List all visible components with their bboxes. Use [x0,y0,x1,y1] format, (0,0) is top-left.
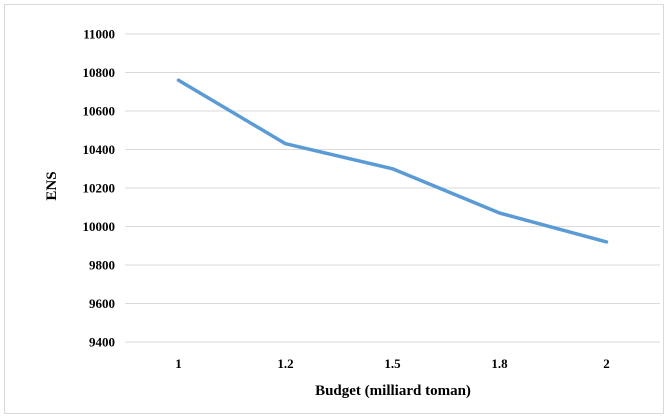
y-tick-label: 10200 [83,181,116,196]
x-tick-label: 1 [175,356,182,371]
y-tick-label: 10400 [83,142,116,157]
y-tick-label: 10800 [83,65,116,80]
gridlines [125,33,660,343]
y-tick-labels: 9400 9600 9800 10000 10200 10400 10600 10800 110… [83,27,116,350]
y-tick-label: 11000 [83,27,115,42]
y-tick-label: 9800 [89,258,115,273]
x-tick-label: 1.5 [384,356,401,371]
y-tick-label: 9600 [89,296,115,311]
x-tick-label: 2 [603,356,610,371]
y-axis-title: ENS [44,171,60,200]
y-tick-label: 10000 [83,219,116,234]
series-group [176,78,609,244]
series-line [176,78,609,244]
x-tick-label: 1.2 [277,356,293,371]
y-tick-label: 9400 [89,335,115,350]
x-tick-labels: 1 1.2 1.5 1.8 2 [175,356,610,371]
x-axis-title: Budget (milliard toman) [315,383,471,399]
x-tick-label: 1.8 [491,356,508,371]
y-tick-label: 10600 [83,104,116,119]
